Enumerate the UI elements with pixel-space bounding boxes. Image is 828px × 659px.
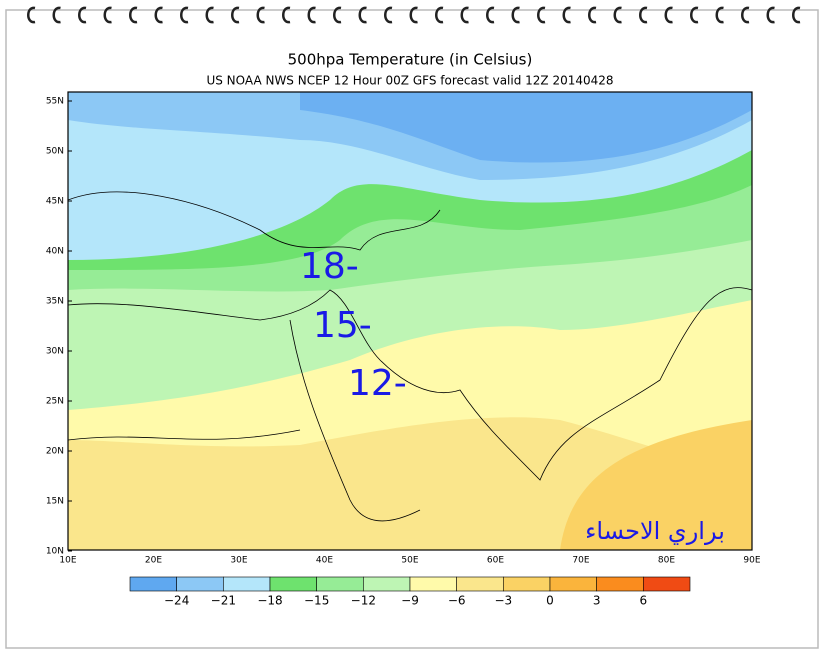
spiral-rings xyxy=(27,6,801,24)
colorbar-label: −21 xyxy=(211,594,236,608)
colorbar-label: 3 xyxy=(593,594,601,608)
ring xyxy=(435,6,444,24)
colorbar-label: −18 xyxy=(257,594,282,608)
annotation: 12- xyxy=(348,363,407,404)
colorbar-swatch xyxy=(223,576,271,592)
colorbar-label: −6 xyxy=(448,594,466,608)
lat-label: 40N xyxy=(46,247,64,257)
ring xyxy=(256,6,265,24)
lon-label: 20E xyxy=(145,556,162,566)
lon-label: 70E xyxy=(572,556,589,566)
ring xyxy=(282,6,291,24)
map xyxy=(67,91,753,551)
colorbar-label: −12 xyxy=(351,594,376,608)
map-frame xyxy=(67,91,753,551)
ring xyxy=(333,6,342,24)
lat-label: 35N xyxy=(46,297,64,307)
ring xyxy=(460,6,469,24)
ring xyxy=(741,6,750,24)
lat-label: 25N xyxy=(46,397,64,407)
colorbar-swatch xyxy=(129,576,177,592)
colorbar-label: 6 xyxy=(640,594,648,608)
ring xyxy=(205,6,214,24)
ring xyxy=(639,6,648,24)
coastlines xyxy=(67,191,753,522)
zone xyxy=(560,420,752,550)
colorbar-swatch xyxy=(269,576,317,592)
zone xyxy=(300,92,752,163)
ring xyxy=(231,6,240,24)
lat-label: 50N xyxy=(46,147,64,157)
colorbar-label: −3 xyxy=(494,594,512,608)
ring xyxy=(78,6,87,24)
annotation: 15- xyxy=(313,305,372,346)
lon-label: 90E xyxy=(743,556,760,566)
lon-label: 40E xyxy=(316,556,333,566)
ring xyxy=(154,6,163,24)
ring xyxy=(511,6,520,24)
annotation: 18- xyxy=(300,246,359,287)
lon-label: 30E xyxy=(230,556,247,566)
ring xyxy=(129,6,138,24)
ring xyxy=(715,6,724,24)
ring xyxy=(537,6,546,24)
colorbar-swatch xyxy=(643,576,691,592)
colorbar-swatch xyxy=(456,576,504,592)
colorbar-swatch xyxy=(176,576,224,592)
colorbar-label: −9 xyxy=(401,594,419,608)
ring xyxy=(358,6,367,24)
ring xyxy=(792,6,801,24)
subtitle: US NOAA NWS NCEP 12 Hour 00Z GFS forecas… xyxy=(206,74,613,88)
watermark: براري الاحساء xyxy=(585,517,725,545)
colorbar-swatch xyxy=(316,576,364,592)
lon-label: 50E xyxy=(401,556,418,566)
lat-label: 30N xyxy=(46,347,64,357)
ring xyxy=(384,6,393,24)
ring xyxy=(307,6,316,24)
lat-label: 20N xyxy=(46,447,64,457)
ring xyxy=(486,6,495,24)
ring xyxy=(588,6,597,24)
title: 500hpa Temperature (in Celsius) xyxy=(288,51,533,69)
ring xyxy=(766,6,775,24)
colorbar-label: 0 xyxy=(546,594,554,608)
colorbar-swatch xyxy=(503,576,551,592)
colorbar-label: −15 xyxy=(304,594,329,608)
colorbar-swatch xyxy=(363,576,411,592)
colorbar-swatch xyxy=(549,576,597,592)
colorbar-swatch xyxy=(409,576,457,592)
ring xyxy=(103,6,112,24)
lat-label: 55N xyxy=(46,97,64,107)
ring xyxy=(613,6,622,24)
lat-label: 10N xyxy=(46,547,64,557)
ring xyxy=(562,6,571,24)
lat-label: 15N xyxy=(46,497,64,507)
lon-label: 80E xyxy=(658,556,675,566)
ring xyxy=(27,6,36,24)
ring xyxy=(409,6,418,24)
lat-label: 45N xyxy=(46,197,64,207)
colorbar-label: −24 xyxy=(164,594,189,608)
lon-label: 10E xyxy=(59,556,76,566)
ring xyxy=(52,6,61,24)
ring xyxy=(664,6,673,24)
ring xyxy=(690,6,699,24)
ring xyxy=(180,6,189,24)
colorbar-swatch xyxy=(596,576,644,592)
lon-label: 60E xyxy=(487,556,504,566)
